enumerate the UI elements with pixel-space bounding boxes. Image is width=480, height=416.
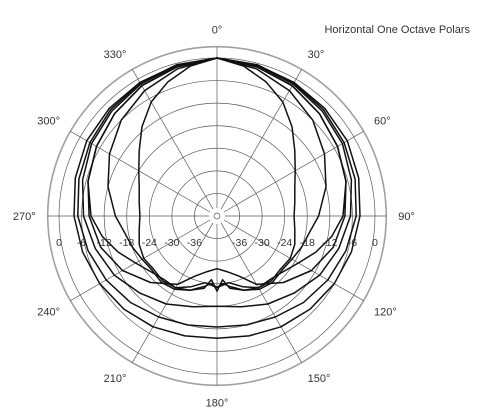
db-label-right: -24 xyxy=(277,237,292,249)
spoke xyxy=(220,69,302,210)
series-curve-3 xyxy=(81,57,353,308)
angle-label: 120° xyxy=(374,307,397,319)
db-label-right: -18 xyxy=(300,237,315,249)
db-label-right: -36 xyxy=(232,237,247,249)
spoke xyxy=(220,222,302,363)
db-label-left: -24 xyxy=(142,237,157,249)
series-curve-2 xyxy=(77,57,357,328)
series-curve-7 xyxy=(138,57,296,289)
db-label-right: -12 xyxy=(322,237,337,249)
db-label-right: -6 xyxy=(348,237,357,249)
chart-title: Horizontal One Octave Polars xyxy=(324,24,470,36)
db-label-left: -30 xyxy=(164,237,179,249)
series-curve-5 xyxy=(87,57,347,292)
angle-label: 330° xyxy=(104,49,127,61)
db-label-left: -36 xyxy=(187,237,202,249)
angle-label: 180° xyxy=(206,397,229,409)
angle-label: 90° xyxy=(398,211,415,223)
db-label-right: -30 xyxy=(255,237,270,249)
angle-label: 30° xyxy=(308,49,325,61)
db-label-left: 0 xyxy=(56,237,62,249)
angle-label: 240° xyxy=(37,307,60,319)
spoke xyxy=(223,219,364,301)
angle-label: 300° xyxy=(37,115,60,127)
db-label-left: -6 xyxy=(77,237,86,249)
spoke xyxy=(132,222,214,363)
spoke xyxy=(70,219,211,301)
polar-grid xyxy=(46,45,388,387)
polar-series xyxy=(73,57,361,340)
angle-label: 60° xyxy=(374,115,391,127)
angle-label: 150° xyxy=(308,373,331,385)
db-label-left: -18 xyxy=(119,237,134,249)
db-label-left: -12 xyxy=(97,237,112,249)
polar-labels: 0° 30° 60° 90° 120° 150° 180° 210° 240° 270° 300° 3… xyxy=(13,25,415,410)
spoke xyxy=(223,131,364,213)
angle-label: 0° xyxy=(212,25,223,37)
angle-label: 270° xyxy=(13,211,36,223)
angle-label: 210° xyxy=(104,373,127,385)
db-label-right: 0 xyxy=(372,237,378,249)
spoke xyxy=(132,69,214,210)
center-marker xyxy=(213,212,221,220)
series-curve-1 xyxy=(73,57,361,340)
spoke xyxy=(70,131,211,213)
